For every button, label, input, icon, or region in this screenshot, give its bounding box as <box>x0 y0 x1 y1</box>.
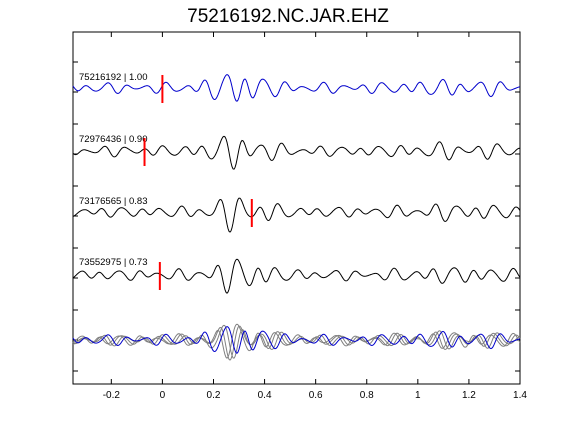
x-ticks: -0.2 0 0.2 0.4 0.6 0.8 1 1.2 1.4 <box>103 32 527 401</box>
trace-line-75216192 <box>72 74 521 102</box>
traces-group <box>72 74 521 361</box>
y-ticks <box>73 61 520 372</box>
x-tick-label: 1.2 <box>462 390 476 401</box>
plot-frame <box>72 31 521 385</box>
trace-line-73176565 <box>72 197 521 233</box>
x-tick-label: -0.2 <box>103 390 121 401</box>
x-tick-label: 0.4 <box>258 390 272 401</box>
x-tick-label: 0.8 <box>360 390 374 401</box>
pick-markers <box>143 75 253 290</box>
x-tick-label: 0.2 <box>207 390 221 401</box>
trace-line-73552975 <box>72 258 521 294</box>
stack-master-trace <box>72 326 521 354</box>
trace-line-72976436 <box>72 135 521 170</box>
stack-overlay-trace <box>72 323 521 359</box>
x-tick-label: 1 <box>415 390 421 401</box>
x-tick-label: 1.4 <box>513 390 527 401</box>
trace-label-75216192: 75216192 | 1.00 <box>79 72 148 83</box>
trace-label-73176565: 73176565 | 0.83 <box>79 196 148 207</box>
trace-label-72976436: 72976436 | 0.90 <box>79 134 148 145</box>
stack-overlay-trace <box>72 325 521 361</box>
chart-title: 75216192.NC.JAR.EHZ <box>187 6 389 27</box>
x-tick-label: 0.6 <box>309 390 323 401</box>
x-tick-label: 0 <box>160 390 166 401</box>
trace-label-73552975: 73552975 | 0.73 <box>79 257 148 268</box>
trace-labels: 75216192 | 1.00 72976436 | 0.90 73176565 |… <box>79 72 148 268</box>
